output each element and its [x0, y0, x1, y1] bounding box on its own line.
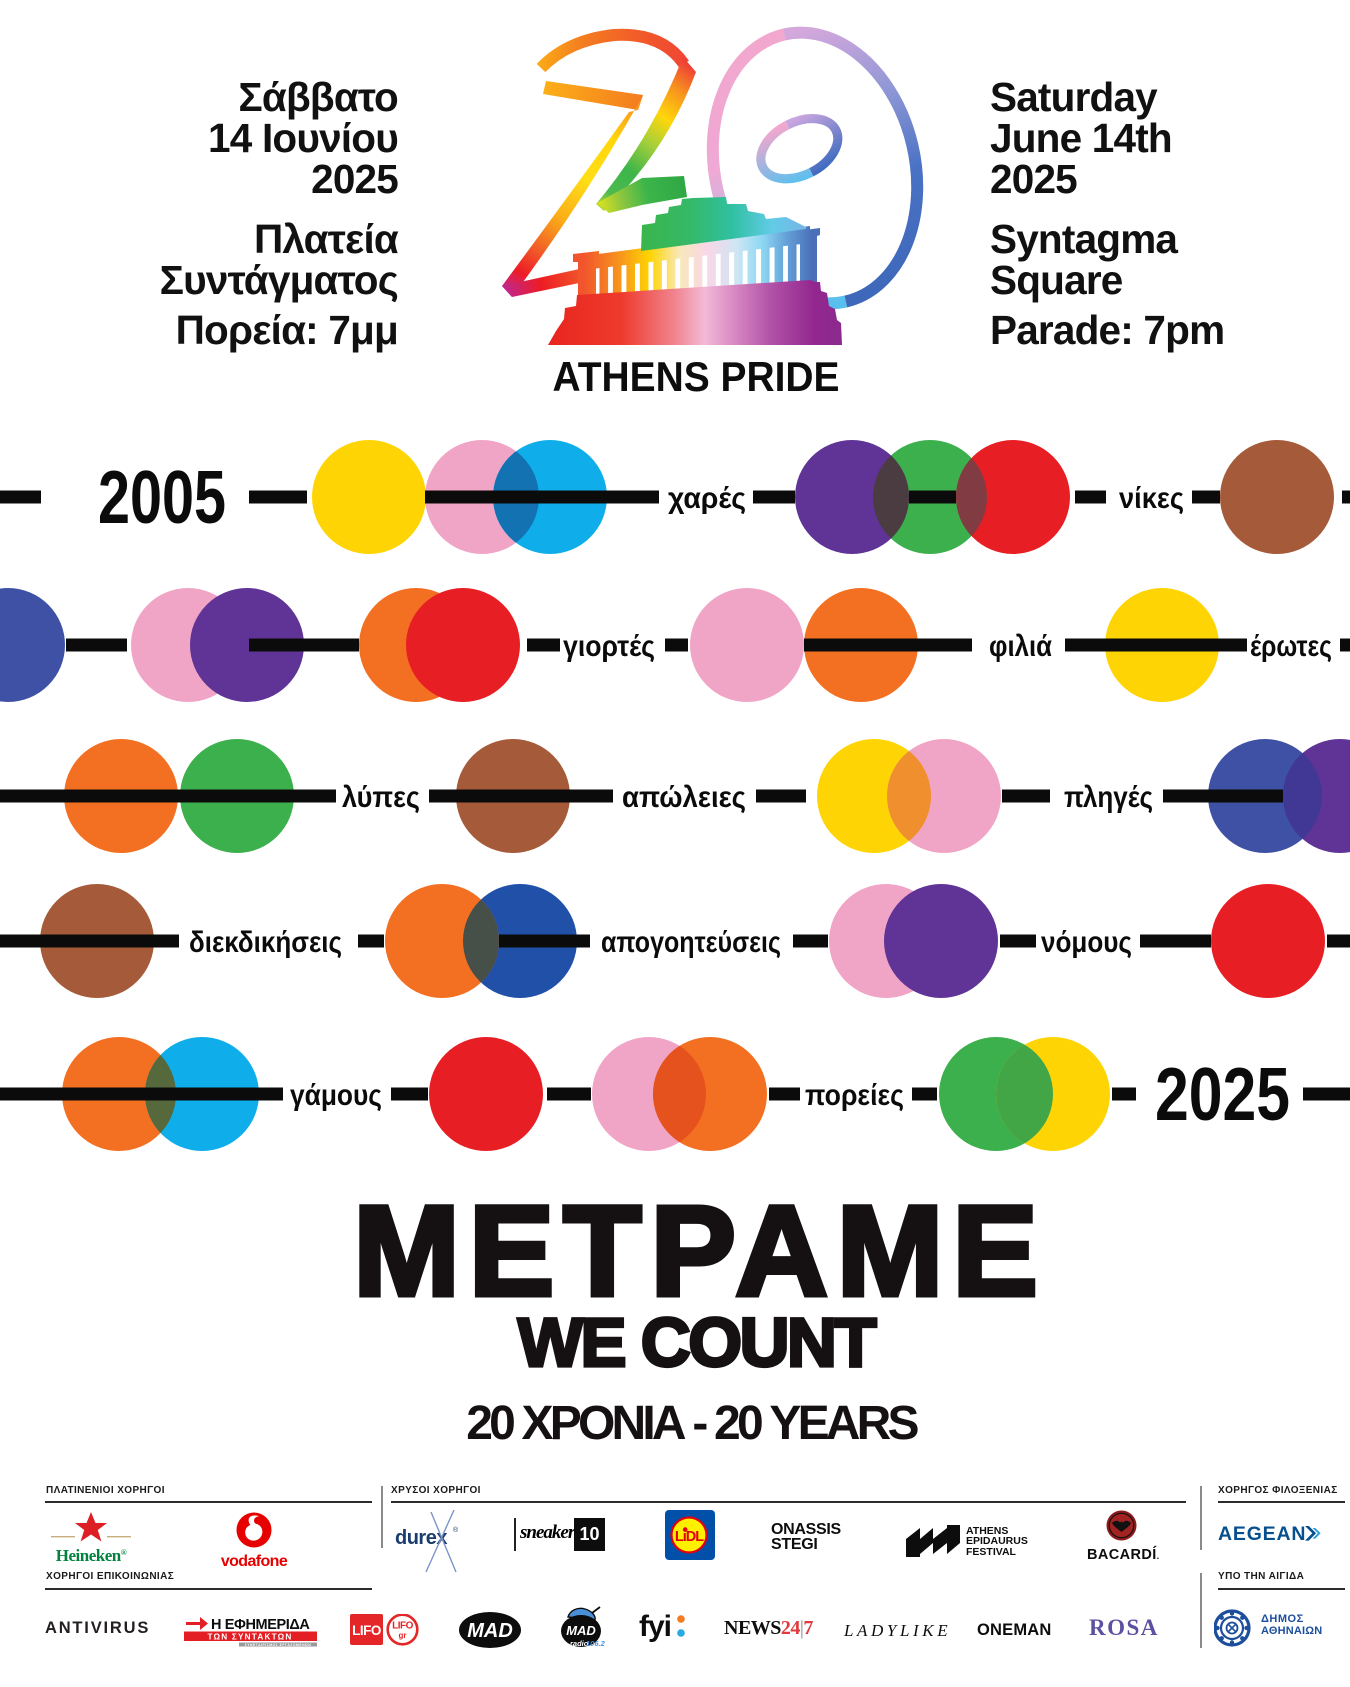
svg-text:φιλιά: φιλιά [989, 630, 1052, 663]
svg-text:radio: radio [570, 1639, 589, 1648]
svg-text:durex: durex [395, 1527, 447, 1549]
svg-text:έρωτες: έρωτες [1250, 630, 1332, 663]
svg-text:LiDL: LiDL [675, 1529, 704, 1545]
svg-text:106.2: 106.2 [586, 1639, 606, 1648]
svg-text:ΣΥΝΕΤΑΙΡΙΣΜΟΣ ΕΡΓΑΖΟΜΕΝΩΝ: ΣΥΝΕΤΑΙΡΙΣΜΟΣ ΕΡΓΑΖΟΜΕΝΩΝ [245, 1643, 311, 1647]
svg-text:γάμους: γάμους [290, 1079, 382, 1112]
svg-text:γιορτές: γιορτές [563, 630, 655, 663]
svg-text:®: ® [453, 1526, 459, 1534]
svg-text:MAD: MAD [566, 1623, 596, 1638]
svg-text:ATHENS PRIDE: ATHENS PRIDE [553, 357, 840, 400]
svg-text:ΔΗΜΟΣ: ΔΗΜΟΣ [1261, 1613, 1304, 1625]
svg-text:LIFO: LIFO [392, 1621, 413, 1632]
svg-text:πληγές: πληγές [1064, 781, 1153, 814]
svg-text:διεκδικήσεις: διεκδικήσεις [189, 926, 342, 959]
svg-text:ΤΩΝ ΣΥΝΤΑΚΤΩΝ: ΤΩΝ ΣΥΝΤΑΚΤΩΝ [207, 1632, 292, 1641]
svg-text:AEGEAN: AEGEAN [1218, 1523, 1306, 1545]
svg-text:LIFO: LIFO [352, 1623, 381, 1638]
svg-text:Η ΕΦΗΜΕΡΙΔΑ: Η ΕΦΗΜΕΡΙΔΑ [211, 1617, 310, 1633]
svg-text:απογοητεύσεις: απογοητεύσεις [601, 926, 781, 959]
svg-text:νόμους: νόμους [1041, 926, 1132, 959]
svg-text:gr: gr [399, 1631, 407, 1640]
svg-text:χαρές: χαρές [668, 482, 746, 515]
svg-text:απώλειες: απώλειες [622, 781, 746, 814]
svg-text:νίκες: νίκες [1119, 482, 1184, 515]
svg-text:πορείες: πορείες [805, 1079, 904, 1112]
svg-text:2025: 2025 [1155, 1052, 1290, 1136]
svg-text:2005: 2005 [98, 455, 226, 539]
svg-text:fyi: fyi [639, 1610, 671, 1643]
svg-text:MAD: MAD [467, 1620, 513, 1642]
svg-text:λύπες: λύπες [342, 781, 420, 814]
svg-text:ΑΘΗΝΑΙΩΝ: ΑΘΗΝΑΙΩΝ [1261, 1625, 1322, 1637]
